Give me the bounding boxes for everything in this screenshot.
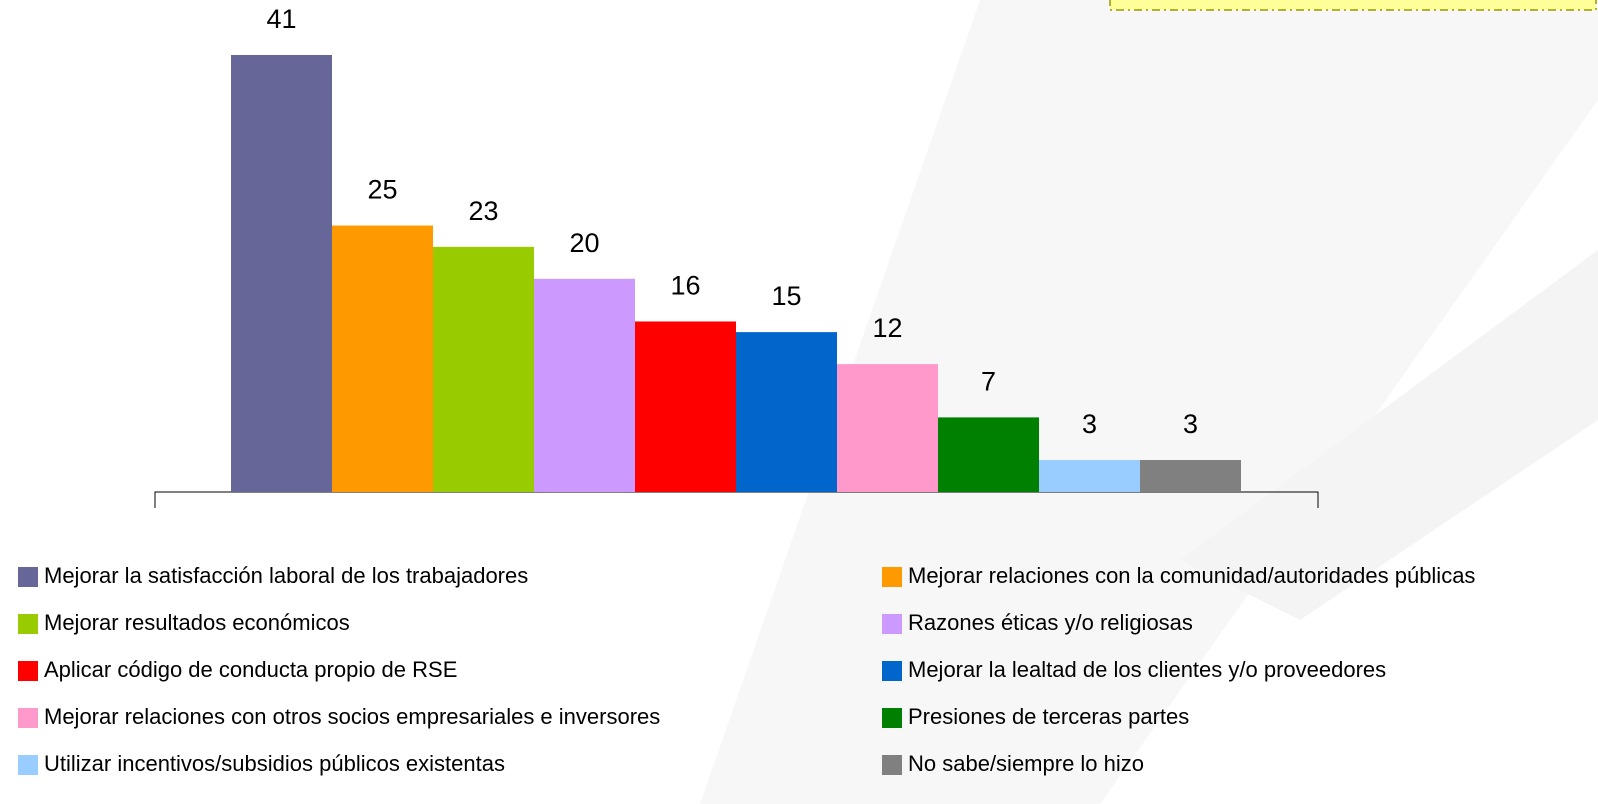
bar <box>1039 460 1140 492</box>
value-label: 12 <box>872 313 902 343</box>
legend-label: No sabe/siempre lo hizo <box>908 751 1144 776</box>
bar <box>938 417 1039 492</box>
legend-label: Aplicar código de conducta propio de RSE <box>44 657 457 682</box>
legend-label: Utilizar incentivos/subsidios públicos e… <box>44 751 505 776</box>
legend-swatch <box>18 755 38 775</box>
bar <box>231 55 332 492</box>
value-label: 25 <box>367 175 397 205</box>
legend-label: Mejorar relaciones con otros socios empr… <box>44 704 660 729</box>
value-label: 23 <box>468 196 498 226</box>
value-label: 41 <box>266 4 296 34</box>
legend-swatch <box>18 661 38 681</box>
note-box <box>1109 0 1597 11</box>
value-label: 7 <box>981 367 996 397</box>
bar <box>736 332 837 492</box>
bar <box>837 364 938 492</box>
bar <box>332 225 433 492</box>
background-shape <box>1180 250 1598 620</box>
legend-swatch <box>882 614 902 634</box>
value-label: 3 <box>1082 409 1097 439</box>
legend-label: Razones éticas y/o religiosas <box>908 610 1193 635</box>
legend-label: Mejorar resultados económicos <box>44 610 350 635</box>
legend-swatch <box>882 708 902 728</box>
value-label: 15 <box>771 281 801 311</box>
legend-label: Mejorar la lealtad de los clientes y/o p… <box>908 657 1386 682</box>
legend-label: Mejorar relaciones con la comunidad/auto… <box>908 563 1475 588</box>
bar <box>534 278 635 492</box>
value-label: 16 <box>670 271 700 301</box>
legend-swatch <box>18 567 38 587</box>
bar <box>1140 460 1241 492</box>
legend-swatch <box>882 755 902 775</box>
background-shape <box>700 0 1598 804</box>
value-label: 20 <box>569 228 599 258</box>
legend-swatch <box>18 614 38 634</box>
legend-label: Presiones de terceras partes <box>908 704 1189 729</box>
legend-swatch <box>882 567 902 587</box>
bar <box>635 321 736 492</box>
legend-swatch <box>882 661 902 681</box>
legend-label: Mejorar la satisfacción laboral de los t… <box>44 563 528 588</box>
legend-swatch <box>18 708 38 728</box>
bar <box>433 246 534 492</box>
value-label: 3 <box>1183 409 1198 439</box>
